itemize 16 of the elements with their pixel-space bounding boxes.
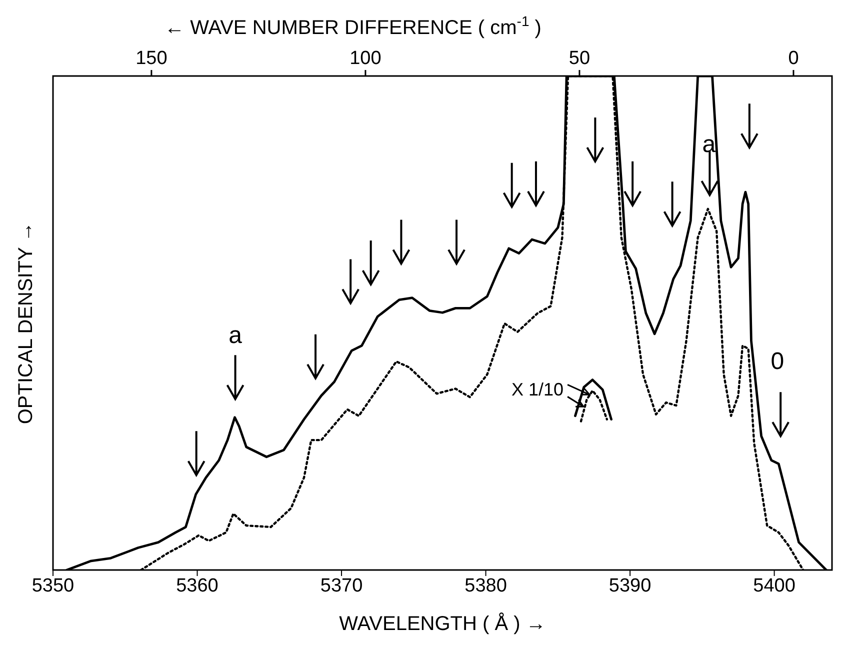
y-axis-title: OPTICAL DENSITY →	[15, 222, 37, 424]
annotation: a	[228, 322, 243, 350]
x2-tick-label: 150	[136, 48, 168, 69]
annotation: 0	[770, 348, 784, 375]
x2-axis-title: ← WAVE NUMBER DIFFERENCE ( cm$^{-1}$ )	[164, 13, 542, 39]
x-tick-label: 5360	[176, 575, 218, 596]
x-tick-label: 5390	[608, 575, 652, 596]
x2-tick-label: 0	[788, 48, 799, 69]
x-axis-title: WAVELENGTH ( Å ) →	[339, 612, 546, 635]
x2-tick-label: 100	[350, 48, 382, 69]
x-tick-label: 5350	[32, 575, 74, 596]
x2-tick-label: 50	[568, 48, 590, 69]
x-tick-label: 5400	[753, 575, 796, 596]
annotation: X 1/10	[512, 379, 564, 400]
x-tick-label: 5380	[464, 575, 507, 596]
x-tick-label: 5370	[320, 575, 363, 596]
